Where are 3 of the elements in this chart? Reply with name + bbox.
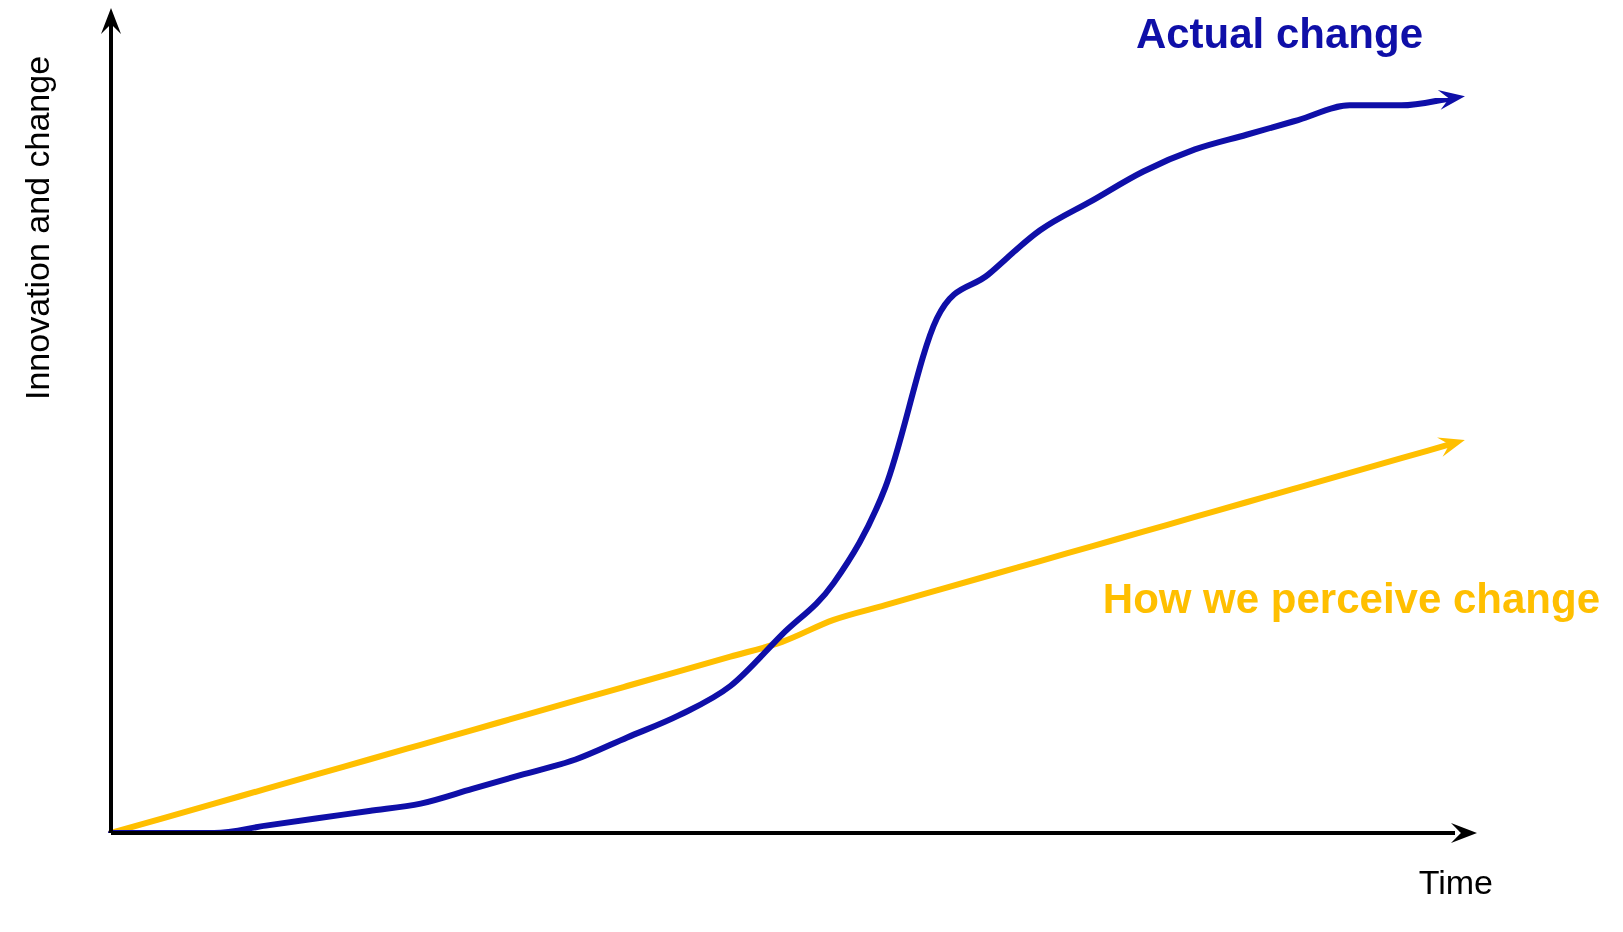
series-label: Actual change: [1135, 9, 1423, 57]
y-axis-title: Innovation and change: [18, 55, 57, 401]
x-axis-title: Time: [1418, 863, 1493, 902]
